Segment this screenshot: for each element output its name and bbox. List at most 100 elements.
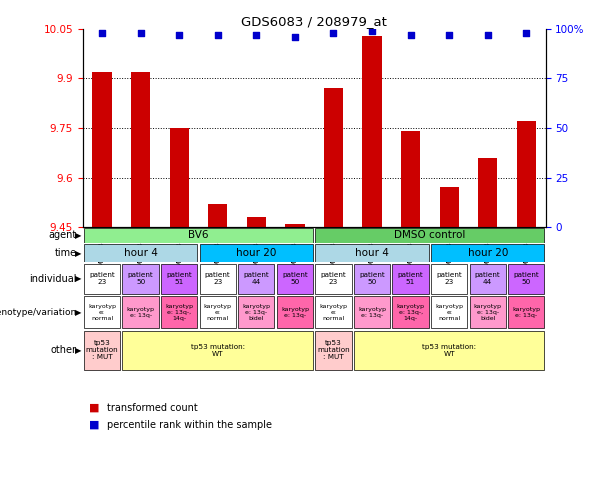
Text: patient
23: patient 23	[436, 272, 462, 285]
Bar	[362, 36, 382, 227]
Text: patient
50: patient 50	[359, 272, 385, 285]
Point	[483, 31, 493, 39]
Bar	[84, 264, 120, 294]
Bar	[123, 264, 159, 294]
Text: ▶: ▶	[75, 274, 82, 283]
Bar	[93, 72, 112, 227]
Bar	[200, 264, 236, 294]
Point	[174, 31, 184, 39]
Text: hour 20: hour 20	[468, 248, 508, 258]
Bar	[170, 128, 189, 227]
Text: karyotyp
e:
normal: karyotyp e: normal	[88, 304, 116, 321]
Text: ▶: ▶	[75, 231, 82, 240]
Text: patient
23: patient 23	[89, 272, 115, 285]
Bar	[123, 331, 313, 369]
Point	[406, 31, 416, 39]
Bar	[246, 217, 266, 227]
Bar	[84, 227, 313, 243]
Text: hour 20: hour 20	[236, 248, 276, 258]
Bar	[315, 227, 544, 243]
Bar	[276, 296, 313, 328]
Text: individual: individual	[29, 274, 77, 284]
Bar	[123, 296, 159, 328]
Bar	[315, 296, 352, 328]
Point	[329, 29, 338, 37]
Text: patient
51: patient 51	[166, 272, 192, 285]
Point	[135, 29, 145, 37]
Text: karyotyp
e: 13q-: karyotyp e: 13q-	[127, 307, 154, 318]
Text: karyotyp
e:
normal: karyotyp e: normal	[435, 304, 463, 321]
Point	[290, 33, 300, 41]
Bar	[238, 264, 275, 294]
Bar	[401, 131, 421, 227]
Bar	[238, 296, 275, 328]
Text: patient
50: patient 50	[128, 272, 153, 285]
Bar	[84, 331, 120, 369]
Text: patient
23: patient 23	[321, 272, 346, 285]
Bar	[285, 224, 305, 227]
Bar	[131, 72, 150, 227]
Bar	[200, 296, 236, 328]
Bar	[354, 331, 544, 369]
Bar	[478, 158, 497, 227]
Text: karyotyp
e: 13q-: karyotyp e: 13q-	[512, 307, 540, 318]
Text: karyotyp
e: 13q-
bidel: karyotyp e: 13q- bidel	[242, 304, 270, 321]
Text: agent: agent	[48, 230, 77, 240]
Text: karyotyp
e: 13q-: karyotyp e: 13q-	[358, 307, 386, 318]
Text: tp53 mutation:
WT: tp53 mutation: WT	[191, 344, 245, 357]
Text: genotype/variation: genotype/variation	[0, 308, 77, 317]
Text: percentile rank within the sample: percentile rank within the sample	[107, 420, 272, 430]
Bar	[315, 264, 352, 294]
Bar	[315, 244, 428, 262]
Text: karyotyp
e: 13q-,
14q-: karyotyp e: 13q-, 14q-	[397, 304, 425, 321]
Text: hour 4: hour 4	[124, 248, 158, 258]
Bar	[354, 264, 390, 294]
Bar	[392, 264, 428, 294]
Bar	[440, 187, 459, 227]
Point	[444, 31, 454, 39]
Text: tp53 mutation:
WT: tp53 mutation: WT	[422, 344, 476, 357]
Text: patient
44: patient 44	[475, 272, 501, 285]
Text: DMSO control: DMSO control	[394, 230, 465, 240]
Bar	[84, 244, 197, 262]
Text: other: other	[51, 345, 77, 355]
Bar	[324, 88, 343, 227]
Text: karyotyp
e: 13q-,
14q-: karyotyp e: 13q-, 14q-	[165, 304, 193, 321]
Bar	[84, 296, 120, 328]
Text: ▶: ▶	[75, 249, 82, 257]
Point	[97, 29, 107, 37]
Text: ■: ■	[89, 420, 99, 430]
Text: BV6: BV6	[188, 230, 208, 240]
Text: time: time	[55, 248, 77, 258]
Text: transformed count: transformed count	[107, 403, 198, 413]
Bar	[431, 296, 467, 328]
Text: karyotyp
e:
normal: karyotyp e: normal	[319, 304, 348, 321]
Title: GDS6083 / 208979_at: GDS6083 / 208979_at	[242, 15, 387, 28]
Bar	[200, 244, 313, 262]
Text: karyotyp
e: 13q-
bidel: karyotyp e: 13q- bidel	[474, 304, 501, 321]
Bar	[431, 264, 467, 294]
Text: patient
50: patient 50	[514, 272, 539, 285]
Bar	[161, 296, 197, 328]
Text: patient
44: patient 44	[243, 272, 269, 285]
Text: hour 4: hour 4	[355, 248, 389, 258]
Point	[213, 31, 223, 39]
Text: tp53
mutation
: MUT: tp53 mutation : MUT	[86, 341, 118, 360]
Text: karyotyp
e: 13q-: karyotyp e: 13q-	[281, 307, 309, 318]
Bar	[470, 296, 506, 328]
Point	[251, 31, 261, 39]
Text: tp53
mutation
: MUT: tp53 mutation : MUT	[317, 341, 350, 360]
Text: patient
23: patient 23	[205, 272, 230, 285]
Bar	[208, 204, 227, 227]
Bar	[161, 264, 197, 294]
Bar	[431, 244, 544, 262]
Bar	[508, 264, 544, 294]
Bar	[315, 331, 352, 369]
Text: patient
51: patient 51	[398, 272, 424, 285]
Bar	[508, 296, 544, 328]
Point	[522, 29, 531, 37]
Bar	[354, 296, 390, 328]
Bar	[392, 296, 428, 328]
Bar	[276, 264, 313, 294]
Text: ■: ■	[89, 403, 99, 413]
